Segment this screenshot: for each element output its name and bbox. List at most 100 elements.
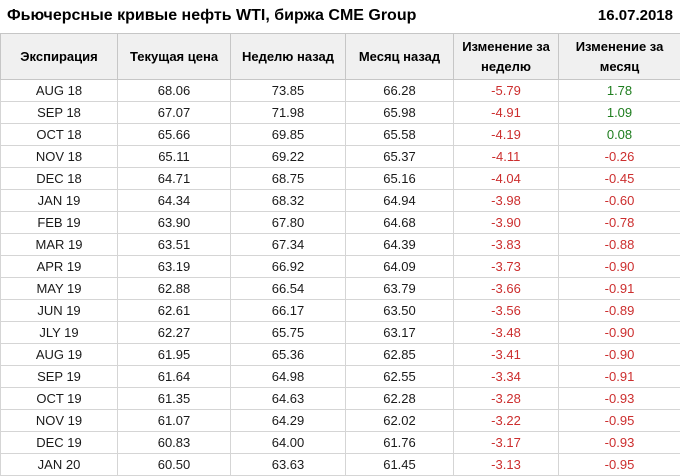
- col-header-month-ago: Месяц назад: [345, 33, 454, 80]
- cell-week-ago: 66.17: [230, 299, 346, 322]
- cell-expiration: JUN 19: [0, 299, 118, 322]
- table-row: APR 19 63.19 66.92 64.09 -3.73 -0.90: [0, 255, 680, 278]
- cell-expiration: SEP 18: [0, 101, 118, 124]
- title-bar: Фьючерсные кривые нефть WTI, биржа CME G…: [0, 0, 680, 33]
- table-row: JUN 19 62.61 66.17 63.50 -3.56 -0.89: [0, 299, 680, 322]
- cell-month-ago: 64.09: [345, 255, 454, 278]
- table-row: NOV 18 65.11 69.22 65.37 -4.11 -0.26: [0, 145, 680, 168]
- cell-week-ago: 67.34: [230, 233, 346, 256]
- cell-month-change: -0.91: [558, 365, 680, 388]
- table-row: SEP 18 67.07 71.98 65.98 -4.91 1.09: [0, 101, 680, 124]
- cell-expiration: JLY 19: [0, 321, 118, 344]
- cell-month-change: -0.91: [558, 277, 680, 300]
- col-header-current-price: Текущая цена: [117, 33, 231, 80]
- cell-week-change: -3.90: [453, 211, 559, 234]
- cell-expiration: APR 19: [0, 255, 118, 278]
- cell-expiration: DEC 18: [0, 167, 118, 190]
- cell-expiration: FEB 19: [0, 211, 118, 234]
- cell-month-change: -0.90: [558, 343, 680, 366]
- cell-current-price: 60.83: [117, 431, 231, 454]
- cell-month-change: -0.89: [558, 299, 680, 322]
- cell-month-change: -0.90: [558, 321, 680, 344]
- cell-current-price: 61.64: [117, 365, 231, 388]
- cell-month-ago: 64.39: [345, 233, 454, 256]
- cell-week-ago: 71.98: [230, 101, 346, 124]
- cell-week-ago: 68.32: [230, 189, 346, 212]
- cell-month-change: -0.95: [558, 409, 680, 432]
- cell-current-price: 64.34: [117, 189, 231, 212]
- cell-month-ago: 65.16: [345, 167, 454, 190]
- cell-week-ago: 64.63: [230, 387, 346, 410]
- cell-week-change: -4.91: [453, 101, 559, 124]
- cell-week-change: -3.66: [453, 277, 559, 300]
- cell-week-ago: 68.75: [230, 167, 346, 190]
- cell-week-change: -4.11: [453, 145, 559, 168]
- cell-current-price: 63.51: [117, 233, 231, 256]
- cell-current-price: 64.71: [117, 167, 231, 190]
- cell-week-change: -3.34: [453, 365, 559, 388]
- cell-month-ago: 64.68: [345, 211, 454, 234]
- col-header-month-change: Изменение за месяц: [558, 33, 680, 80]
- table-row: MAY 19 62.88 66.54 63.79 -3.66 -0.91: [0, 277, 680, 300]
- cell-month-change: -0.88: [558, 233, 680, 256]
- cell-current-price: 61.07: [117, 409, 231, 432]
- cell-current-price: 62.27: [117, 321, 231, 344]
- cell-expiration: AUG 18: [0, 79, 118, 102]
- col-header-week-ago: Неделю назад: [230, 33, 346, 80]
- table-row: OCT 18 65.66 69.85 65.58 -4.19 0.08: [0, 123, 680, 146]
- cell-month-change: 0.08: [558, 123, 680, 146]
- cell-week-ago: 69.85: [230, 123, 346, 146]
- cell-month-ago: 63.17: [345, 321, 454, 344]
- cell-current-price: 60.50: [117, 453, 231, 476]
- cell-week-change: -3.22: [453, 409, 559, 432]
- cell-expiration: DEC 19: [0, 431, 118, 454]
- cell-month-ago: 65.58: [345, 123, 454, 146]
- cell-month-ago: 66.28: [345, 79, 454, 102]
- cell-week-ago: 67.80: [230, 211, 346, 234]
- cell-current-price: 61.95: [117, 343, 231, 366]
- table-header: Экспирация Текущая цена Неделю назад Мес…: [0, 33, 680, 80]
- table-row: NOV 19 61.07 64.29 62.02 -3.22 -0.95: [0, 409, 680, 432]
- header-row: Экспирация Текущая цена Неделю назад Мес…: [0, 33, 680, 80]
- cell-expiration: JAN 20: [0, 453, 118, 476]
- table-row: DEC 19 60.83 64.00 61.76 -3.17 -0.93: [0, 431, 680, 454]
- cell-week-ago: 64.98: [230, 365, 346, 388]
- cell-month-ago: 65.98: [345, 101, 454, 124]
- cell-week-change: -3.98: [453, 189, 559, 212]
- cell-current-price: 61.35: [117, 387, 231, 410]
- cell-month-change: 1.78: [558, 79, 680, 102]
- cell-week-ago: 66.92: [230, 255, 346, 278]
- cell-week-ago: 69.22: [230, 145, 346, 168]
- cell-month-ago: 65.37: [345, 145, 454, 168]
- table-row: OCT 19 61.35 64.63 62.28 -3.28 -0.93: [0, 387, 680, 410]
- cell-month-ago: 62.02: [345, 409, 454, 432]
- cell-month-ago: 61.45: [345, 453, 454, 476]
- cell-month-change: -0.78: [558, 211, 680, 234]
- cell-expiration: SEP 19: [0, 365, 118, 388]
- cell-current-price: 62.88: [117, 277, 231, 300]
- cell-current-price: 68.06: [117, 79, 231, 102]
- cell-month-ago: 62.28: [345, 387, 454, 410]
- cell-week-ago: 65.75: [230, 321, 346, 344]
- cell-expiration: JAN 19: [0, 189, 118, 212]
- cell-month-ago: 63.50: [345, 299, 454, 322]
- table-row: JAN 19 64.34 68.32 64.94 -3.98 -0.60: [0, 189, 680, 212]
- cell-week-change: -3.28: [453, 387, 559, 410]
- cell-week-change: -3.41: [453, 343, 559, 366]
- cell-month-ago: 62.85: [345, 343, 454, 366]
- table-row: DEC 18 64.71 68.75 65.16 -4.04 -0.45: [0, 167, 680, 190]
- cell-month-ago: 64.94: [345, 189, 454, 212]
- cell-current-price: 65.11: [117, 145, 231, 168]
- cell-month-change: -0.60: [558, 189, 680, 212]
- cell-week-ago: 64.00: [230, 431, 346, 454]
- table-row: SEP 19 61.64 64.98 62.55 -3.34 -0.91: [0, 365, 680, 388]
- report-date: 16.07.2018: [597, 7, 673, 24]
- futures-table: Экспирация Текущая цена Неделю назад Мес…: [0, 33, 680, 476]
- table-row: AUG 18 68.06 73.85 66.28 -5.79 1.78: [0, 79, 680, 102]
- col-header-expiration: Экспирация: [0, 33, 118, 80]
- cell-current-price: 67.07: [117, 101, 231, 124]
- table-row: FEB 19 63.90 67.80 64.68 -3.90 -0.78: [0, 211, 680, 234]
- cell-week-ago: 73.85: [230, 79, 346, 102]
- table-row: AUG 19 61.95 65.36 62.85 -3.41 -0.90: [0, 343, 680, 366]
